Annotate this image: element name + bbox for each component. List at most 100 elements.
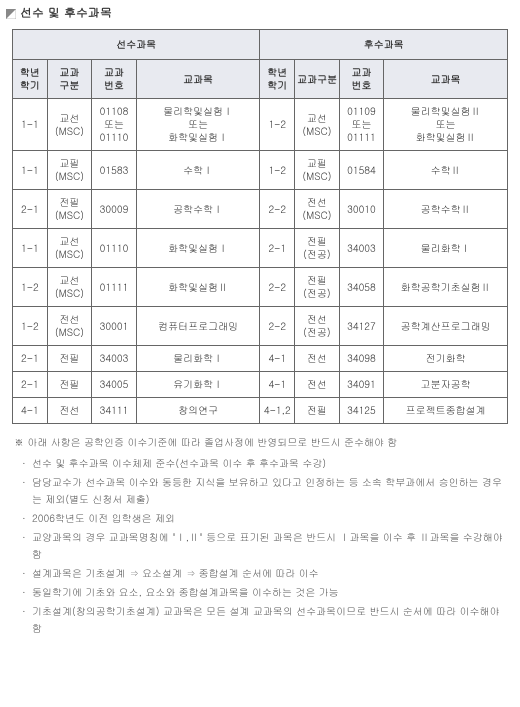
column-header: 교과 번호	[92, 60, 137, 99]
table-cell: 전필 (전공)	[295, 229, 340, 268]
table-cell: 전필	[295, 398, 340, 424]
group-header-row: 선수과목 후수과목	[13, 30, 508, 60]
course-table: 선수과목 후수과목 학년 학기교과 구분교과 번호교과목학년 학기교과구분교과 …	[12, 29, 508, 424]
table-cell: 2-2	[260, 190, 295, 229]
notes-section: ※ 아래 사항은 공학인증 이수기준에 따라 졸업사정에 반영되므로 반드시 준…	[0, 424, 520, 645]
table-row: 2-1전필34005유기화학Ⅰ4-1전선34091고분자공학	[13, 372, 508, 398]
table-cell: 교필 (MSC)	[295, 151, 340, 190]
table-cell: 4-1	[260, 346, 295, 372]
table-cell: 물리학및실험Ⅰ 또는 화학및실험Ⅰ	[136, 99, 260, 151]
table-cell: 30001	[92, 307, 137, 346]
group-header-post: 후수과목	[260, 30, 508, 60]
table-cell: 1-2	[13, 307, 48, 346]
table-cell: 프로젝트종합설계	[384, 398, 508, 424]
table-cell: 34005	[92, 372, 137, 398]
table-cell: 전필	[47, 346, 92, 372]
table-row: 4-1전선34111창의연구4-1,2전필34125프로젝트종합설계	[13, 398, 508, 424]
notes-list: 선수 및 후수과목 이수체제 준수(선수과목 이수 후 후수과목 수강) 담당교수…	[14, 455, 506, 637]
table-cell: 화학및실험Ⅰ	[136, 229, 260, 268]
table-cell: 교선 (MSC)	[47, 99, 92, 151]
table-cell: 30010	[339, 190, 384, 229]
table-cell: 1-1	[13, 229, 48, 268]
note-item: 설계과목은 기초설계 ⇒ 요소설계 ⇒ 종합설계 순서에 따라 이수	[22, 565, 506, 582]
table-cell: 1-1	[13, 151, 48, 190]
table-cell: 4-1,2	[260, 398, 295, 424]
table-cell: 수학Ⅱ	[384, 151, 508, 190]
table-cell: 공학수학Ⅱ	[384, 190, 508, 229]
table-cell: 전선	[295, 346, 340, 372]
table-cell: 2-1	[13, 372, 48, 398]
group-header-pre: 선수과목	[13, 30, 260, 60]
note-item: 기초설계(창의공학기초설계) 교과목은 모든 설계 교과목의 선수과목이므로 반…	[22, 603, 506, 637]
column-header: 교과 번호	[339, 60, 384, 99]
table-cell: 2-2	[260, 307, 295, 346]
table-cell: 수학Ⅰ	[136, 151, 260, 190]
table-cell: 34098	[339, 346, 384, 372]
section-title-text: 선수 및 후수과목	[20, 4, 112, 21]
table-cell: 01583	[92, 151, 137, 190]
note-item: 동일학기에 기초와 요소, 요소와 종합설계과목을 이수하는 것은 가능	[22, 584, 506, 601]
table-cell: 유기화학Ⅰ	[136, 372, 260, 398]
table-cell: 4-1	[260, 372, 295, 398]
table-cell: 전선 (MSC)	[47, 307, 92, 346]
table-cell: 01110	[92, 229, 137, 268]
table-cell: 34127	[339, 307, 384, 346]
column-header: 교과목	[136, 60, 260, 99]
table-cell: 물리화학Ⅰ	[136, 346, 260, 372]
table-cell: 34003	[92, 346, 137, 372]
column-header-row: 학년 학기교과 구분교과 번호교과목학년 학기교과구분교과 번호교과목	[13, 60, 508, 99]
table-cell: 전선 (MSC)	[295, 190, 340, 229]
table-cell: 전선	[47, 398, 92, 424]
table-cell: 화학공학기초실험Ⅱ	[384, 268, 508, 307]
table-cell: 전선	[295, 372, 340, 398]
table-cell: 34091	[339, 372, 384, 398]
table-cell: 교필 (MSC)	[47, 151, 92, 190]
table-cell: 1-2	[260, 99, 295, 151]
table-cell: 전기화학	[384, 346, 508, 372]
note-item: 선수 및 후수과목 이수체제 준수(선수과목 이수 후 후수과목 수강)	[22, 455, 506, 472]
table-cell: 01108 또는 01110	[92, 99, 137, 151]
table-row: 2-1전필 (MSC)30009공학수학Ⅰ2-2전선 (MSC)30010공학수…	[13, 190, 508, 229]
table-cell: 01584	[339, 151, 384, 190]
table-cell: 2-1	[13, 346, 48, 372]
table-cell: 공학계산프로그래밍	[384, 307, 508, 346]
table-cell: 1-2	[260, 151, 295, 190]
title-bullet-icon	[6, 8, 16, 18]
note-item: 2006학년도 이전 입학생은 제외	[22, 510, 506, 527]
table-cell: 30009	[92, 190, 137, 229]
table-cell: 2-1	[260, 229, 295, 268]
table-cell: 4-1	[13, 398, 48, 424]
table-cell: 물리학및실험Ⅱ 또는 화학및실험Ⅱ	[384, 99, 508, 151]
table-row: 1-2전선 (MSC)30001컴퓨터프로그래밍2-2전선 (전공)34127공…	[13, 307, 508, 346]
table-cell: 34058	[339, 268, 384, 307]
note-item: 교양과목의 경우 교과목명칭에 "Ⅰ,Ⅱ" 등으로 표기된 과목은 반드시 Ⅰ과…	[22, 529, 506, 563]
table-cell: 34111	[92, 398, 137, 424]
table-cell: 2-1	[13, 190, 48, 229]
table-cell: 교선 (MSC)	[47, 229, 92, 268]
table-cell: 물리화학Ⅰ	[384, 229, 508, 268]
column-header: 학년 학기	[13, 60, 48, 99]
column-header: 교과구분	[295, 60, 340, 99]
table-cell: 34125	[339, 398, 384, 424]
table-row: 1-1교선 (MSC)01110화학및실험Ⅰ2-1전필 (전공)34003물리화…	[13, 229, 508, 268]
table-row: 1-1교필 (MSC)01583수학Ⅰ1-2교필 (MSC)01584수학Ⅱ	[13, 151, 508, 190]
table-cell: 화학및실험Ⅱ	[136, 268, 260, 307]
table-row: 2-1전필34003물리화학Ⅰ4-1전선34098전기화학	[13, 346, 508, 372]
table-row: 1-1교선 (MSC)01108 또는 01110물리학및실험Ⅰ 또는 화학및실…	[13, 99, 508, 151]
table-cell: 1-2	[13, 268, 48, 307]
table-cell: 01109 또는 01111	[339, 99, 384, 151]
table-row: 1-2교선 (MSC)01111화학및실험Ⅱ2-2전필 (전공)34058화학공…	[13, 268, 508, 307]
notes-lead: ※ 아래 사항은 공학인증 이수기준에 따라 졸업사정에 반영되므로 반드시 준…	[14, 434, 506, 451]
table-cell: 교선 (MSC)	[295, 99, 340, 151]
table-cell: 창의연구	[136, 398, 260, 424]
table-cell: 1-1	[13, 99, 48, 151]
column-header: 교과목	[384, 60, 508, 99]
table-cell: 34003	[339, 229, 384, 268]
column-header: 교과 구분	[47, 60, 92, 99]
table-cell: 전필	[47, 372, 92, 398]
note-item: 담당교수가 선수과목 이수와 동등한 지식을 보유하고 있다고 인정하는 등 소…	[22, 474, 506, 508]
section-title: 선수 및 후수과목	[0, 0, 520, 29]
table-cell: 전필 (MSC)	[47, 190, 92, 229]
table-cell: 공학수학Ⅰ	[136, 190, 260, 229]
table-cell: 전선 (전공)	[295, 307, 340, 346]
